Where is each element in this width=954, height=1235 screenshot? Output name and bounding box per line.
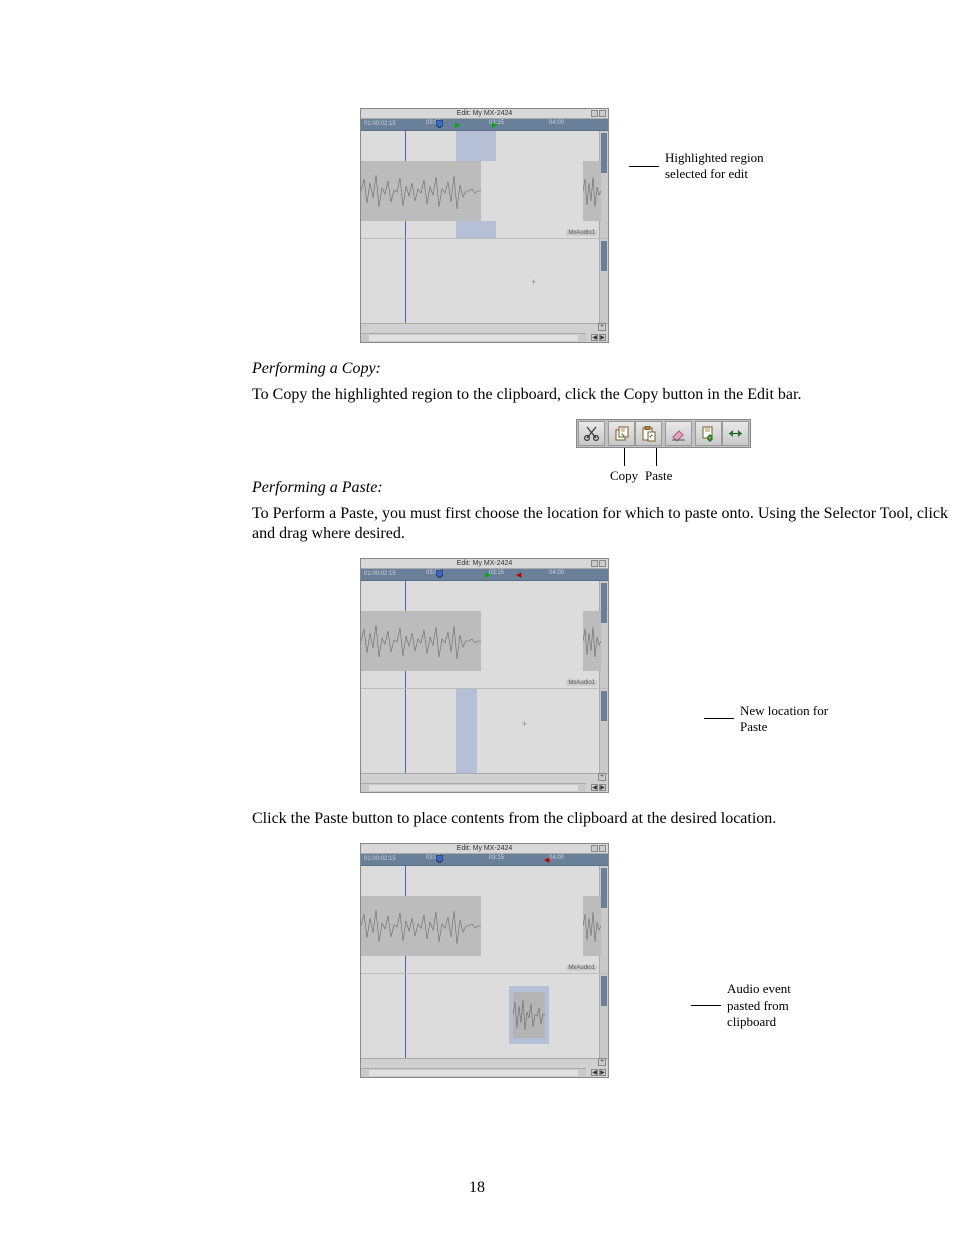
callout-leader (624, 448, 625, 466)
audio-track-1: MxAudio1 (361, 131, 608, 239)
cursor-crosshair-icon: + (522, 719, 527, 729)
horizontal-scrollbar[interactable] (361, 333, 586, 342)
audio-track-2 (361, 974, 608, 1059)
playhead (405, 974, 406, 1059)
audio-clip (583, 896, 601, 956)
audio-clip (583, 161, 601, 221)
body-text: To Copy the highlighted region to the cl… (252, 385, 954, 405)
toolbar-label: Copy (610, 468, 638, 484)
timeline-ruler: 01:00:02:15 03:00 03:15 04:00 ▶ ◀ (361, 569, 608, 581)
window-footer: ÷ ◀▶ (361, 323, 608, 342)
edit-window-3: Edit: My MX-2424 01:00:02:15 03:00 03:15… (360, 843, 609, 1078)
copy-button[interactable] (608, 421, 635, 446)
in-marker-icon: ▶ (455, 121, 460, 129)
window-buttons (591, 110, 606, 117)
in-marker-icon: ▶ (485, 571, 490, 579)
audio-track-1: MxAudio1 (361, 866, 608, 974)
timecode: 01:00:02:15 (364, 121, 396, 127)
erase-button[interactable] (665, 421, 692, 446)
window-title: Edit: My MX-2424 (457, 845, 513, 852)
playhead (405, 239, 406, 324)
audio-track-2: + (361, 689, 608, 774)
page-number: 18 (0, 1179, 954, 1197)
cut-button[interactable] (578, 421, 605, 446)
section-heading: Performing a Copy: (252, 359, 954, 379)
locator-flag (436, 570, 443, 578)
audio-clip (361, 611, 481, 671)
audio-clip (583, 611, 601, 671)
callout-leader (691, 1005, 721, 1006)
zoom-button[interactable]: ÷ (598, 323, 606, 331)
window-titlebar: Edit: My MX-2424 (361, 109, 608, 119)
crossfade-button[interactable] (722, 421, 749, 446)
edit-window-1: Edit: My MX-2424 01:00:02:15 03:00 03:15… (360, 108, 609, 343)
nav-buttons[interactable]: ◀▶ (591, 334, 606, 341)
out-marker-icon: ◀ (516, 571, 521, 579)
figure-callout: New location for Paste (740, 703, 830, 736)
body-text: To Perform a Paste, you must first choos… (252, 504, 954, 544)
callout-leader (704, 718, 734, 719)
playhead (405, 689, 406, 774)
callout-leader (656, 448, 657, 466)
timeline-ruler: 01:00:02:15 03:00 03:15 04:00 ◀ (361, 854, 608, 866)
track-label: MxAudio1 (566, 230, 597, 236)
figure-callout: Audio event pasted from clipboard (727, 981, 817, 1030)
window-title: Edit: My MX-2424 (457, 560, 513, 567)
window-footer: ÷ ◀▶ (361, 1058, 608, 1077)
audio-track-2: + (361, 239, 608, 324)
edit-toolbar (576, 419, 751, 448)
window-titlebar: Edit: My MX-2424 (361, 844, 608, 854)
out-marker-icon: ◀ (544, 856, 549, 864)
locator-flag (436, 855, 443, 863)
edit-window-2: Edit: My MX-2424 01:00:02:15 03:00 03:15… (360, 558, 609, 793)
paste-button[interactable] (635, 421, 662, 446)
timeline-ruler: 01:00:02:15 03:00 03:15 04:00 ▶ ▶ (361, 119, 608, 131)
body-text: Click the Paste button to place contents… (252, 809, 954, 829)
audio-clip (361, 161, 481, 221)
out-marker-icon: ▶ (492, 121, 497, 129)
callout-leader (629, 166, 659, 167)
locator-flag (436, 120, 443, 128)
window-title: Edit: My MX-2424 (457, 110, 513, 117)
paste-target-selection (456, 689, 477, 774)
figure-callout: Highlighted region selected for edit (665, 150, 777, 183)
window-footer: ÷ ◀▶ (361, 773, 608, 792)
window-titlebar: Edit: My MX-2424 (361, 559, 608, 569)
select-button[interactable] (695, 421, 722, 446)
vertical-scrollbar[interactable] (599, 239, 608, 324)
cursor-crosshair-icon: + (531, 277, 536, 287)
audio-track-1: MxAudio1 (361, 581, 608, 689)
pasted-audio-clip (513, 992, 545, 1038)
audio-clip (361, 896, 481, 956)
toolbar-label: Paste (645, 468, 672, 484)
